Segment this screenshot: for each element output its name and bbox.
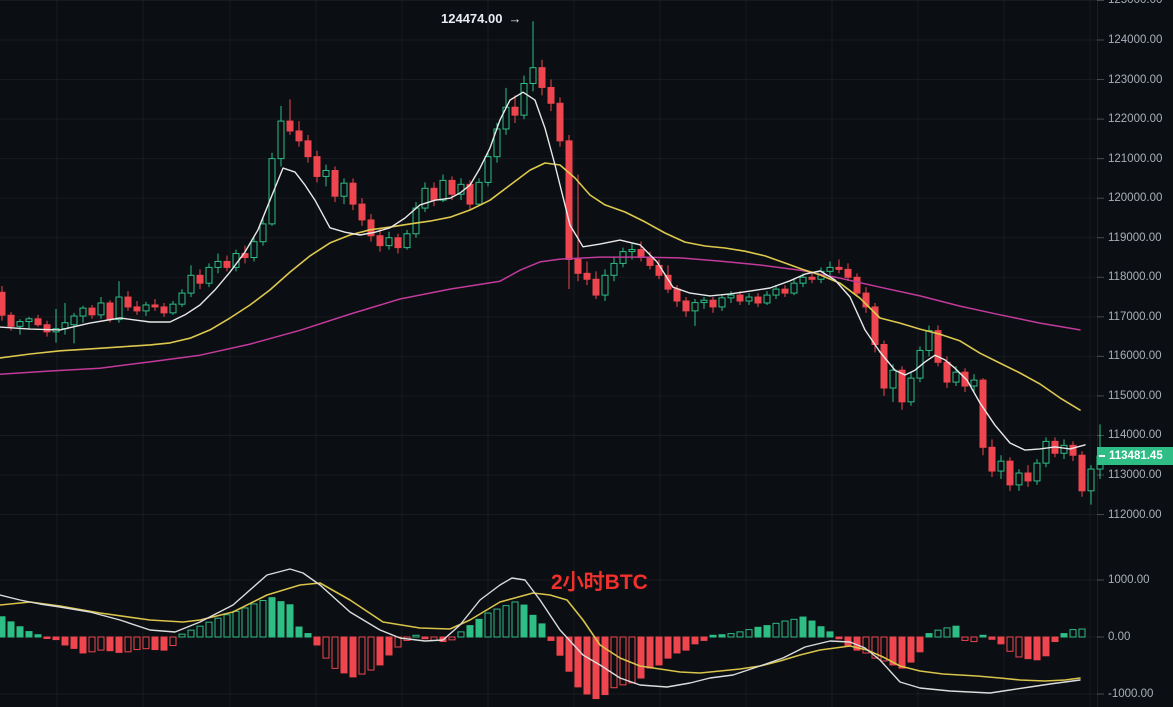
price-tick-label: 122000.00 [1108, 113, 1163, 126]
signal-line [0, 582, 1081, 682]
indicator-title: 2小时BTC [551, 571, 648, 594]
ma-fast-line [0, 91, 1086, 451]
indicator-tick-label: -1000.00 [1108, 688, 1154, 700]
price-tick-label: 123000.00 [1108, 73, 1163, 86]
price-tick-label: 113000.00 [1108, 469, 1162, 481]
price-tick-label: 112000.00 [1108, 508, 1162, 521]
ma-slow-line [0, 256, 1081, 375]
price-tick-label: 124000.00 [1108, 34, 1163, 46]
price-tick-label: 114000.00 [1108, 429, 1162, 442]
last-price-value: 113481.45 [1109, 450, 1163, 462]
axis-ticks-layer [1097, 0, 1104, 695]
ma-overlays-layer [0, 91, 1086, 451]
price-tick-label: 121000.00 [1108, 152, 1163, 165]
grid-layer [0, 0, 1097, 707]
price-tick-label: 120000.00 [1108, 192, 1163, 205]
peak-arrow-icon: → [508, 11, 522, 26]
macd-histogram-layer [0, 597, 1086, 700]
indicator-tick-label: 0.00 [1108, 631, 1131, 643]
macd-lines-layer [0, 568, 1081, 694]
price-tick-label: 118000.00 [1108, 271, 1162, 284]
price-tick-label: 125000.00 [1108, 0, 1163, 7]
price-tick-label: 115000.00 [1108, 389, 1162, 402]
candles-layer [0, 21, 1104, 505]
price-tick-label: 119000.00 [1108, 231, 1162, 244]
price-tick-label: 117000.00 [1108, 310, 1162, 323]
price-axis-border [1097, 0, 1098, 707]
peak-price-annotation: 124474.00 → [441, 11, 521, 26]
indicator-tick-label: 1000.00 [1108, 574, 1150, 586]
price-tick-label: 116000.00 [1108, 350, 1162, 363]
macd-line [0, 568, 1081, 694]
last-price-badge: 113481.45 [1097, 447, 1173, 465]
ma-mid-line [0, 162, 1081, 411]
peak-price-value: 124474.00 [441, 11, 503, 26]
last-price-tick-dash [1099, 455, 1105, 457]
